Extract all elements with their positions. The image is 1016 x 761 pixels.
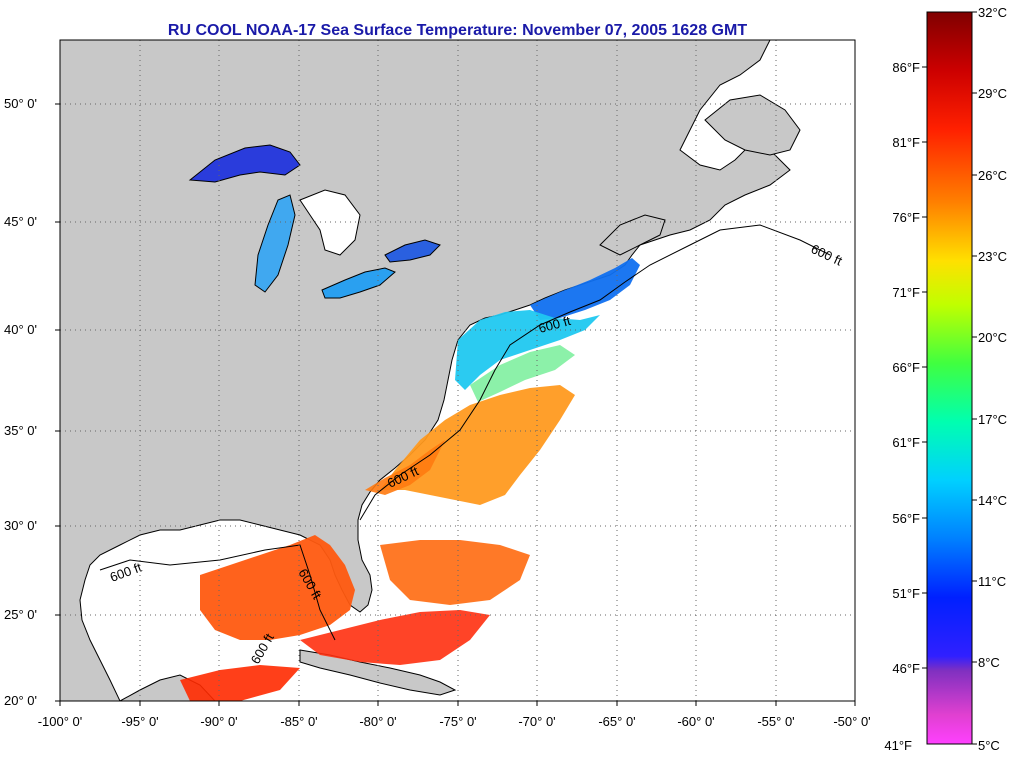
colorbar-celsius-label: 20°C [978,330,1007,345]
sst-florida-straits [300,610,490,665]
map-title: RU COOL NOAA-17 Sea Surface Temperature:… [167,22,748,39]
sst-south-atlantic-bight [380,385,575,505]
colorbar-celsius-label: 14°C [978,493,1007,508]
lon-tick-label: -75° 0' [439,714,476,729]
sst-mid-atlantic-green [470,345,575,402]
colorbar-celsius-label: 29°C [978,86,1007,101]
lake-michigan [254,194,296,293]
map-gridlines [60,40,855,701]
colorbar-celsius-label: 8°C [978,655,1000,670]
axis-ticks [55,103,856,706]
lon-tick-label: -90° 0' [200,714,237,729]
colorbar-fahrenheit-label: 76°F [892,210,920,225]
land-nova-scotia [599,214,666,256]
lon-tick-label: -70° 0' [518,714,555,729]
lon-tick-label: -55° 0' [757,714,794,729]
colorbar-fahrenheit-label: 81°F [892,135,920,150]
colorbar-celsius-label: 26°C [978,168,1007,183]
lat-tick-label: 50° 0' [4,96,37,111]
colorbar-celsius-label: 17°C [978,412,1007,427]
land-cuba [299,649,457,696]
lon-tick-label: -100° 0' [38,714,83,729]
sst-northeast-shelf [530,258,640,320]
lake-erie [321,267,396,299]
colorbar [926,11,973,745]
lon-tick-label: -85° 0' [280,714,317,729]
lon-tick-label: -60° 0' [677,714,714,729]
lon-tick-label: -95° 0' [121,714,158,729]
colorbar-fahrenheit-label: 61°F [892,435,920,450]
colorbar-celsius-label: 11°C [978,574,1006,589]
lon-tick-label: -65° 0' [598,714,635,729]
lat-tick-label: 35° 0' [4,423,37,438]
lake-superior [188,144,301,183]
sst-gulf-stream-edge [365,440,445,495]
colorbar-fahrenheit-label: 66°F [892,360,920,375]
colorbar-celsius-label: 5°C [978,738,1000,753]
colorbar-fahrenheit-label: 41°F [884,738,912,753]
lat-tick-label: 45° 0' [4,214,37,229]
sst-mid-atlantic [455,310,600,390]
sst-caribbean [180,665,300,701]
lat-tick-label: 25° 0' [4,607,37,622]
lake-ontario [384,239,441,263]
isobath-600ft-contour [99,224,831,641]
land-north-america [60,40,791,701]
lat-tick-label: 20° 0' [4,693,37,708]
colorbar-fahrenheit-label: 71°F [892,285,920,300]
lon-tick-label: -50° 0' [833,714,870,729]
colorbar-fahrenheit-label: 46°F [892,661,920,676]
lon-tick-label: -80° 0' [359,714,396,729]
sst-gulf-of-mexico [200,535,355,640]
colorbar-fahrenheit-label: 51°F [892,586,920,601]
colorbar-celsius-label: 32°C [978,5,1007,20]
sst-bahamas [380,540,530,605]
lat-tick-label: 30° 0' [4,518,37,533]
colorbar-celsius-label: 23°C [978,249,1007,264]
colorbar-fahrenheit-label: 56°F [892,511,920,526]
lat-tick-label: 40° 0' [4,322,37,337]
colorbar-fahrenheit-label: 86°F [892,60,920,75]
colorbar-ticks [922,11,977,745]
